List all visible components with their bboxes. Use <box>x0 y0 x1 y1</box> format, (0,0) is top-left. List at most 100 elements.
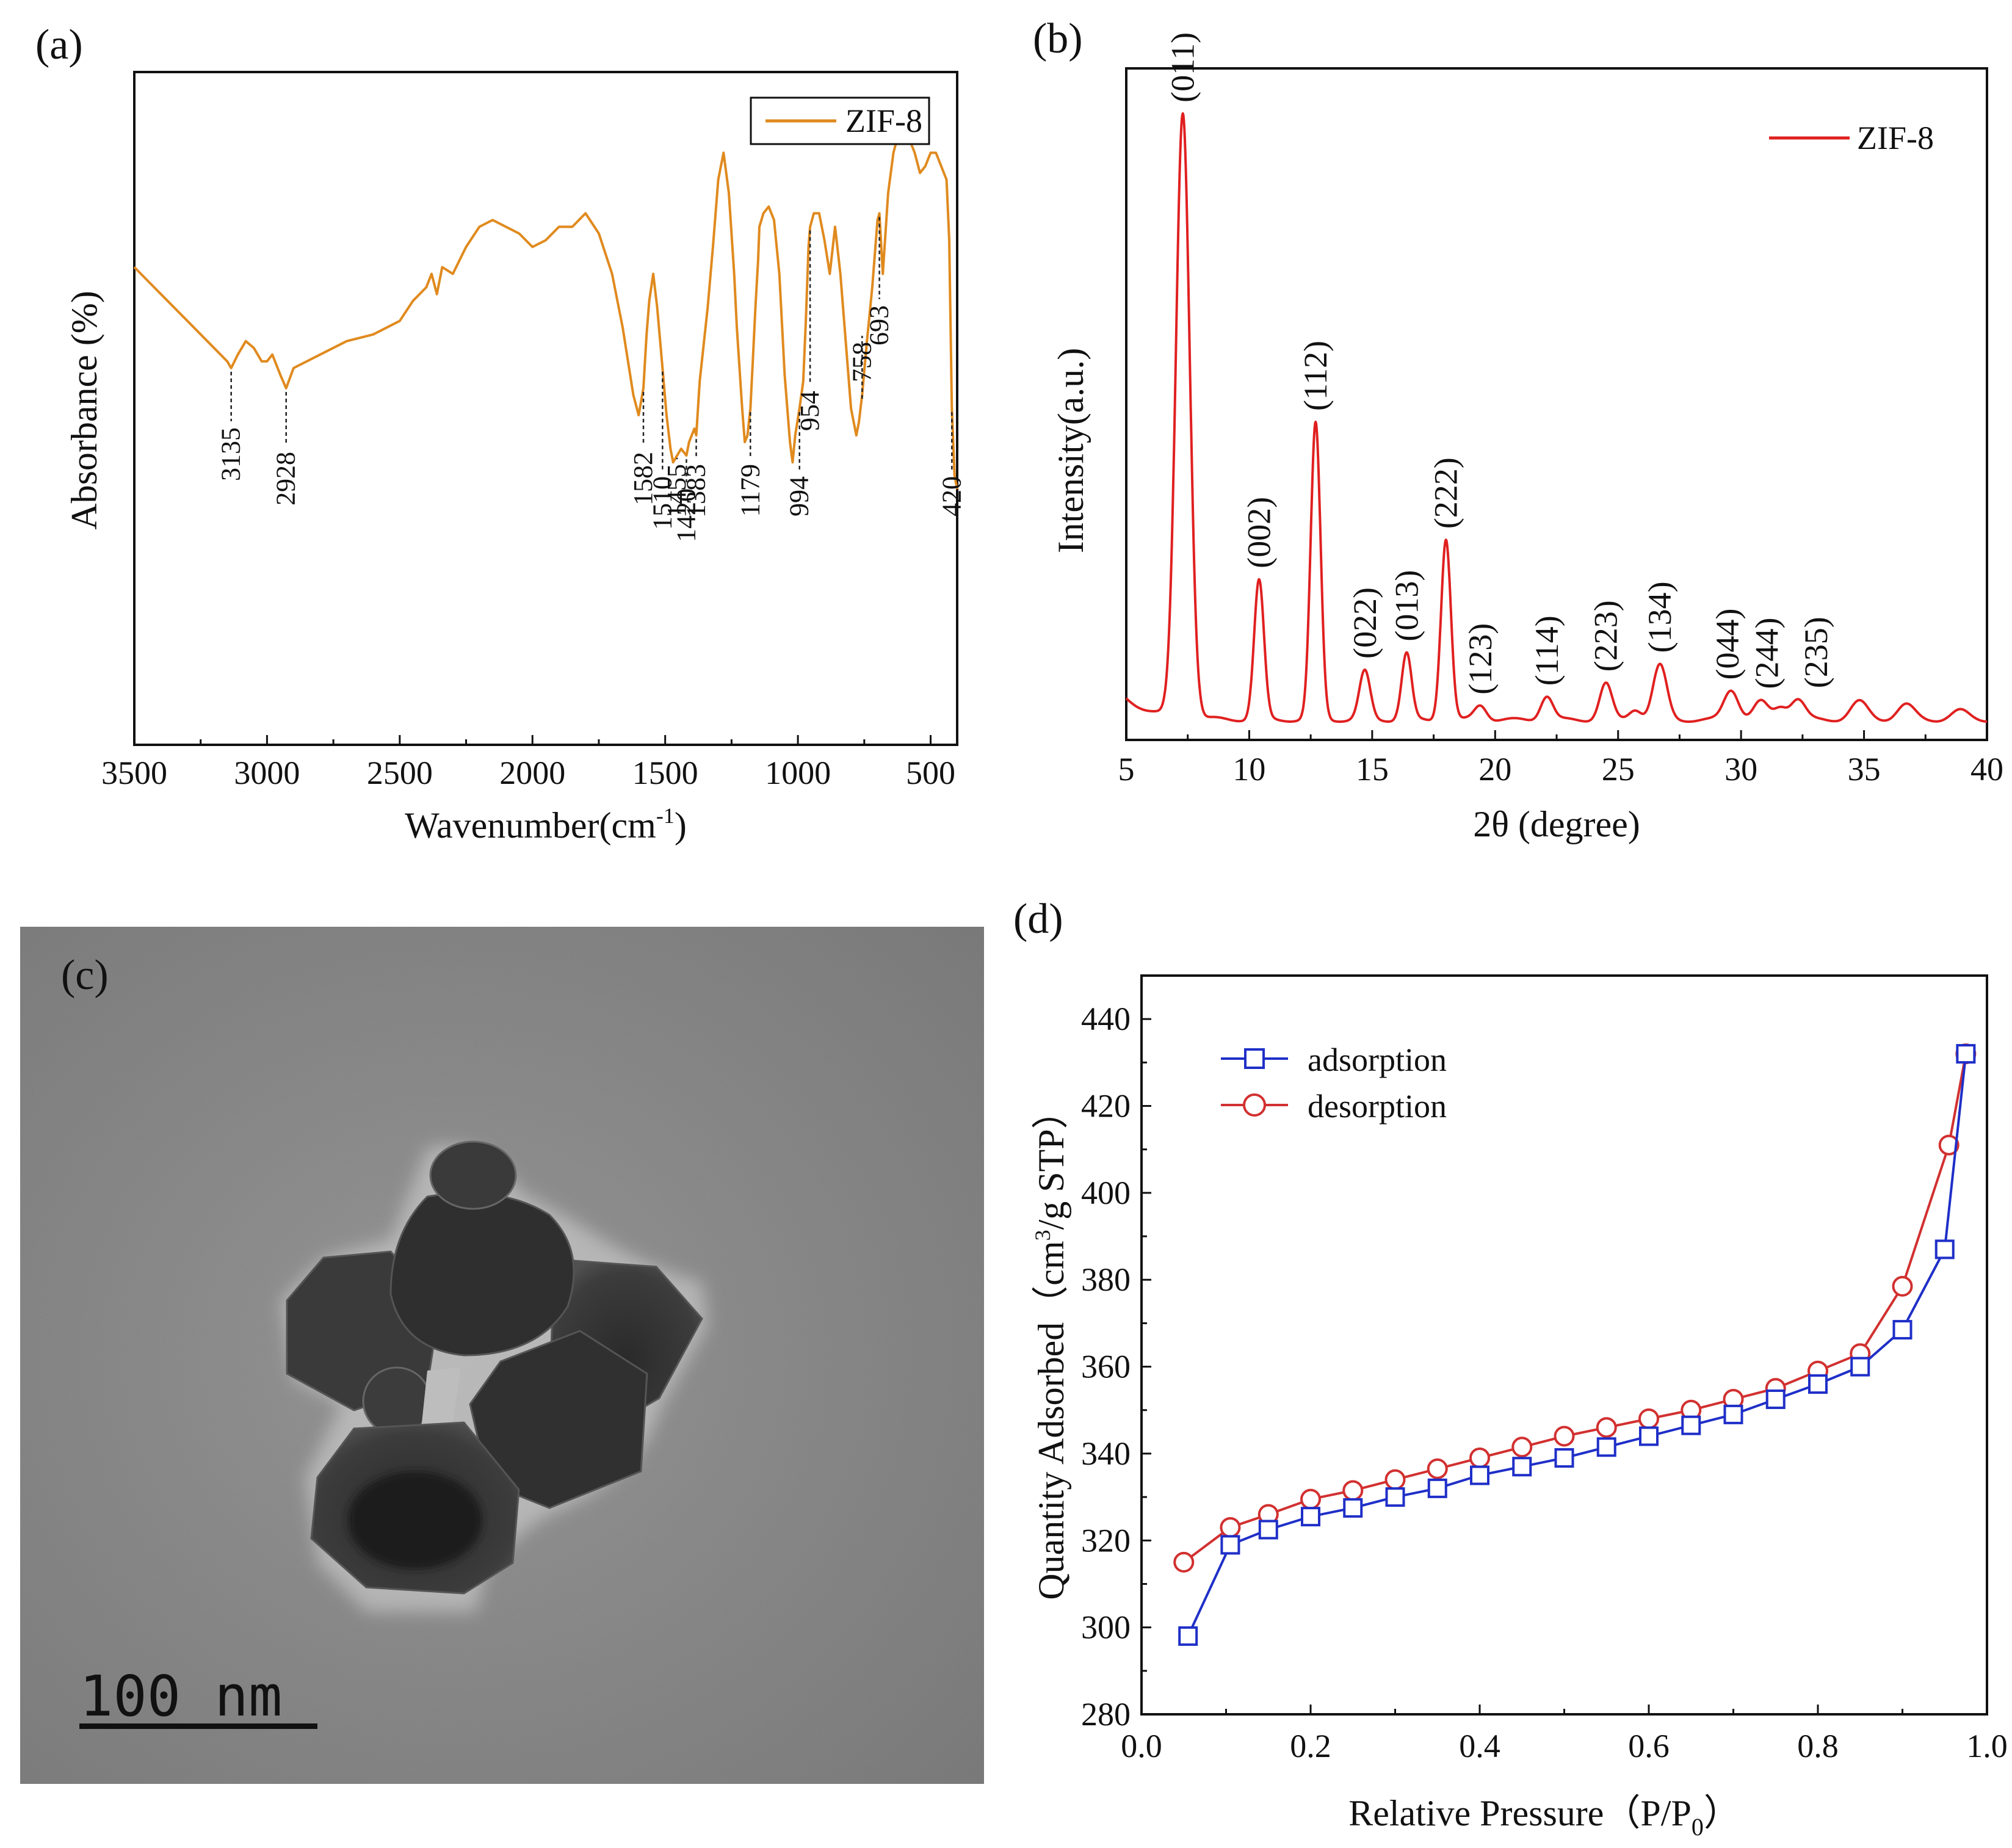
panel-a-annotation-1: 2928 <box>271 452 301 505</box>
panel-a-xlabel-sup: -1 <box>656 803 675 828</box>
adsorption-point-1 <box>1220 1535 1240 1555</box>
tem-gap <box>421 1368 461 1432</box>
xrd-peak-label-1: (002) <box>1241 497 1278 568</box>
adsorption-point-2 <box>1258 1520 1278 1540</box>
xrd-peak-label-7: (114) <box>1529 615 1565 686</box>
xrd-series-line <box>1125 112 1988 723</box>
panel-a-annotation-5: 1420 <box>671 488 701 542</box>
panel-d-x-tick-label-5: 1.0 <box>1966 1728 2008 1764</box>
panel-d-y-tick-label-4: 360 <box>1081 1349 1131 1385</box>
adsorption-point-9 <box>1554 1448 1574 1468</box>
panel-c-tem-image: (c) 100 nm <box>20 927 984 1784</box>
tem-scale-label: 100 nm <box>79 1664 282 1729</box>
panel-a-x-tick-label-1: 3000 <box>234 755 300 791</box>
panel-a-x-tick-label-4: 1500 <box>632 755 698 791</box>
panel-b-x-tick-label-2: 15 <box>1356 751 1389 788</box>
panel-b-x-tick-label-1: 10 <box>1232 751 1265 788</box>
desorption-line <box>1183 1053 1967 1564</box>
ftir-series-line <box>133 125 958 490</box>
tem-particle-cap <box>429 1140 517 1210</box>
xrd-peak-label-6: (123) <box>1462 623 1499 695</box>
xrd-peak-label-11: (244) <box>1748 618 1785 689</box>
panel-d-xlabel-main: Relative Pressure（P/P <box>1348 1793 1692 1833</box>
legend-adsorption-label: adsorption <box>1308 1042 1447 1078</box>
desorption-point-7 <box>1469 1448 1490 1469</box>
xrd-peak-label-3: (022) <box>1347 587 1383 659</box>
panel-a-frame <box>133 71 958 746</box>
panel-a-x-tick-label-0: 3500 <box>101 755 167 791</box>
panel-a-legend-label: ZIF-8 <box>845 103 922 139</box>
panel-b-x-tick-label-0: 5 <box>1118 751 1135 788</box>
panel-b-x-axis: 5 10 15 20 25 30 35 40 <box>1118 730 2003 788</box>
panel-a-annotation-11: 693 <box>864 305 894 346</box>
panel-d-x-tick-label-3: 0.6 <box>1628 1728 1670 1764</box>
adsorption-point-3 <box>1301 1507 1320 1527</box>
adsorption-point-16 <box>1850 1357 1870 1377</box>
adsorption-point-19 <box>1956 1044 1976 1064</box>
panel-a-annotation-7: 1179 <box>735 464 765 516</box>
adsorption-point-8 <box>1512 1457 1532 1477</box>
panel-d-isotherm-chart: (d) 0.0 0.2 0.4 0.6 0.8 1.0 280 300 320 340 360 380… <box>1013 896 2008 1841</box>
desorption-point-10 <box>1596 1417 1617 1438</box>
adsorption-point-12 <box>1681 1415 1701 1435</box>
tem-particle-top <box>389 1192 575 1357</box>
desorption-point-11 <box>1638 1408 1659 1429</box>
desorption-point-6 <box>1427 1458 1448 1479</box>
desorption-point-9 <box>1554 1426 1575 1447</box>
panel-d-y-tick-label-5: 380 <box>1081 1261 1131 1298</box>
legend-desorption-marker <box>1243 1093 1266 1117</box>
tem-panel-label: (c) <box>61 952 109 999</box>
desorption-point-18 <box>1938 1134 1960 1156</box>
panel-a-x-tick-label-3: 2000 <box>499 755 565 791</box>
panel-d-x-tick-label-2: 0.4 <box>1459 1728 1500 1764</box>
panel-a-ylabel: Absorbance (%) <box>64 291 104 530</box>
panel-b-x-tick-label-7: 40 <box>1970 751 2003 788</box>
panel-d-x-tick-label-4: 0.8 <box>1797 1728 1839 1764</box>
panel-b-legend-label: ZIF-8 <box>1857 120 1934 156</box>
xrd-peak-label-4: (013) <box>1388 570 1425 642</box>
xrd-peak-label-10: (044) <box>1709 608 1746 679</box>
panel-b-label: (b) <box>1033 15 1083 62</box>
adsorption-point-5 <box>1385 1487 1405 1507</box>
xrd-peak-label-2: (112) <box>1297 341 1334 411</box>
panel-d-ylabel-main: Quantity Adsorbed（cm <box>1031 1241 1071 1600</box>
panel-a-x-tick-label-6: 500 <box>906 755 955 791</box>
desorption-point-17 <box>1892 1275 1913 1297</box>
desorption-point-5 <box>1384 1469 1406 1490</box>
panel-d-y-tick-label-1: 300 <box>1081 1609 1131 1646</box>
panel-b-x-tick-label-5: 30 <box>1724 751 1757 788</box>
panel-d-ylabel-sup: 3 <box>1030 1230 1055 1241</box>
panel-d-series <box>1173 1043 1977 1646</box>
panel-d-y-tick-label-6: 400 <box>1081 1175 1131 1211</box>
panel-b-peak-labels: (011) (002) (112) (022) (013) (222) (123) (114)… <box>1165 32 1834 695</box>
panel-b-x-tick-label-6: 35 <box>1848 751 1881 788</box>
panel-d-x-tick-label-0: 0.0 <box>1121 1728 1162 1764</box>
panel-d-y-tick-label-2: 320 <box>1081 1522 1131 1559</box>
panel-b-xlabel: 2θ (degree) <box>1473 804 1640 844</box>
xrd-peak-label-0: (011) <box>1165 32 1201 103</box>
panel-d-y-tick-label-3: 340 <box>1081 1435 1131 1472</box>
adsorption-point-14 <box>1765 1389 1786 1409</box>
legend-desorption-label: desorption <box>1308 1088 1447 1125</box>
panel-d-label: (d) <box>1013 896 1063 943</box>
adsorption-point-0 <box>1178 1626 1198 1646</box>
panel-a-annotation-8: 994 <box>784 476 814 516</box>
adsorption-point-17 <box>1892 1320 1912 1340</box>
adsorption-point-4 <box>1343 1498 1363 1518</box>
legend-adsorption-marker <box>1244 1048 1265 1069</box>
adsorption-point-7 <box>1470 1465 1489 1485</box>
tem-scale-bar <box>79 1723 317 1729</box>
panel-a-annotation-0: 3135 <box>216 427 246 481</box>
desorption-point-4 <box>1342 1480 1364 1501</box>
adsorption-point-18 <box>1934 1239 1955 1259</box>
panel-a-legend: ZIF-8 <box>750 96 930 145</box>
adsorption-point-6 <box>1427 1478 1447 1498</box>
panel-a-annotation-12: 420 <box>936 476 966 516</box>
panel-a-ftir-chart: (a) 3500 3000 2500 2000 1500 1000 500 3135 2928… <box>35 21 966 846</box>
panel-d-y-tick-label-0: 280 <box>1081 1696 1131 1733</box>
panel-b-xrd-chart: (b) 5 10 15 20 25 30 35 40 (011) (002) (112) (022)… <box>1033 15 2003 844</box>
panel-a-annotation-9: 954 <box>795 391 825 431</box>
panel-b-legend: ZIF-8 <box>1769 120 1934 156</box>
